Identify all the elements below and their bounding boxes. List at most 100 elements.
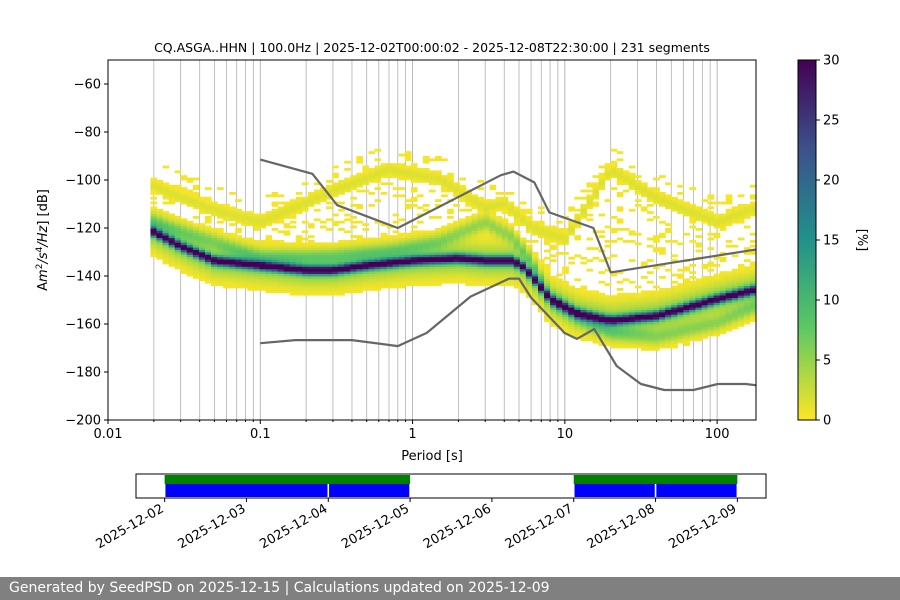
timeline-tick-label: 2025-12-06 <box>421 501 494 552</box>
heatmap-cell <box>307 225 315 229</box>
heatmap-cell <box>719 256 727 260</box>
heatmap-cell <box>707 314 715 318</box>
heatmap-cell <box>332 220 339 224</box>
heatmap-cell <box>283 283 291 286</box>
heatmap-cell <box>695 235 703 238</box>
heatmap-cell <box>404 273 412 277</box>
heatmap-cell <box>362 240 370 243</box>
heatmap-cell <box>640 343 648 346</box>
heatmap-cell <box>235 211 242 214</box>
heatmap-cell <box>671 199 678 202</box>
heatmap-cell <box>162 259 170 262</box>
heatmap-cell <box>174 184 182 188</box>
heatmap-cell <box>344 264 351 267</box>
heatmap-cell <box>398 254 406 258</box>
heatmap-cell <box>513 232 521 236</box>
heatmap-cell <box>713 288 721 291</box>
heatmap-cell <box>283 288 291 291</box>
heatmap-cell <box>647 292 654 296</box>
heatmap-cell <box>513 223 521 226</box>
heatmap-cell <box>701 328 709 332</box>
heatmap-cell <box>350 283 357 286</box>
heatmap-cell <box>544 249 551 253</box>
heatmap-cell <box>156 230 164 234</box>
heatmap-cell <box>265 249 273 253</box>
heatmap-cell <box>217 216 224 219</box>
heatmap-cell <box>313 192 321 195</box>
heatmap-cell <box>362 256 370 260</box>
heatmap-cell <box>544 230 551 234</box>
heatmap-cell <box>338 201 345 205</box>
heatmap-cell <box>556 242 563 246</box>
heatmap-cell <box>483 206 491 210</box>
heatmap-cell <box>344 160 351 164</box>
heatmap-cell <box>622 302 630 306</box>
heatmap-cell <box>404 271 412 274</box>
heatmap-cell <box>277 206 285 210</box>
heatmap-cell <box>719 288 727 291</box>
heatmap-cell <box>550 283 557 286</box>
heatmap-cell <box>465 280 472 284</box>
heatmap-cell <box>344 271 351 274</box>
heatmap-cell <box>259 266 267 270</box>
heatmap-cell <box>562 312 569 315</box>
heatmap-cell <box>422 160 430 164</box>
heatmap-cell <box>392 249 400 253</box>
heatmap-cell <box>598 312 606 315</box>
heatmap-cell <box>217 237 224 241</box>
heatmap-cell <box>356 256 363 260</box>
heatmap-cell <box>259 223 267 226</box>
heatmap-cell <box>326 288 333 291</box>
heatmap-cell <box>701 316 709 320</box>
heatmap-cell <box>731 280 739 284</box>
heatmap-cell <box>592 192 600 195</box>
heatmap-cell <box>689 321 697 325</box>
heatmap-cell <box>186 256 194 260</box>
heatmap-cell <box>695 331 703 334</box>
heatmap-cell <box>301 206 309 210</box>
heatmap-cell <box>471 249 479 253</box>
heatmap-cell <box>719 328 727 332</box>
heatmap-cell <box>168 199 176 202</box>
heatmap-cell <box>386 264 394 267</box>
heatmap-cell <box>313 273 321 277</box>
heatmap-cell <box>574 307 581 310</box>
heatmap-cell <box>695 290 703 294</box>
heatmap-cell <box>586 206 594 210</box>
heatmap-cell <box>683 288 690 291</box>
heatmap-cell <box>731 283 739 286</box>
heatmap-cell <box>356 266 363 270</box>
heatmap-cell <box>344 288 351 291</box>
heatmap-cell <box>538 283 545 286</box>
heatmap-cell <box>628 304 636 308</box>
heatmap-cell <box>495 237 503 241</box>
heatmap-cell <box>634 345 642 349</box>
heatmap-cell <box>598 302 606 306</box>
heatmap-cell <box>707 304 715 308</box>
heatmap-cell <box>398 194 406 198</box>
heatmap-cell <box>301 285 309 289</box>
heatmap-cell <box>677 295 684 298</box>
heatmap-cell <box>489 187 497 190</box>
heatmap-cell <box>301 242 309 246</box>
heatmap-cell <box>592 314 600 318</box>
heatmap-cell <box>386 168 394 171</box>
heatmap-cell <box>326 187 333 190</box>
heatmap-cell <box>586 201 594 205</box>
heatmap-cell <box>429 261 436 265</box>
heatmap-cell <box>217 252 224 255</box>
heatmap-cell <box>580 208 588 212</box>
heatmap-cell <box>550 237 557 241</box>
heatmap-cell <box>471 261 479 265</box>
heatmap-cell <box>180 256 188 260</box>
heatmap-cell <box>277 211 285 214</box>
heatmap-cell <box>235 235 242 238</box>
heatmap-cell <box>519 252 527 255</box>
heatmap-cell <box>150 242 158 246</box>
heatmap-cell <box>320 259 327 262</box>
heatmap-cell <box>592 290 600 294</box>
heatmap-cell <box>725 240 733 243</box>
heatmap-cell <box>531 228 539 231</box>
heatmap-cell <box>640 182 648 186</box>
heatmap-cell <box>211 273 218 277</box>
